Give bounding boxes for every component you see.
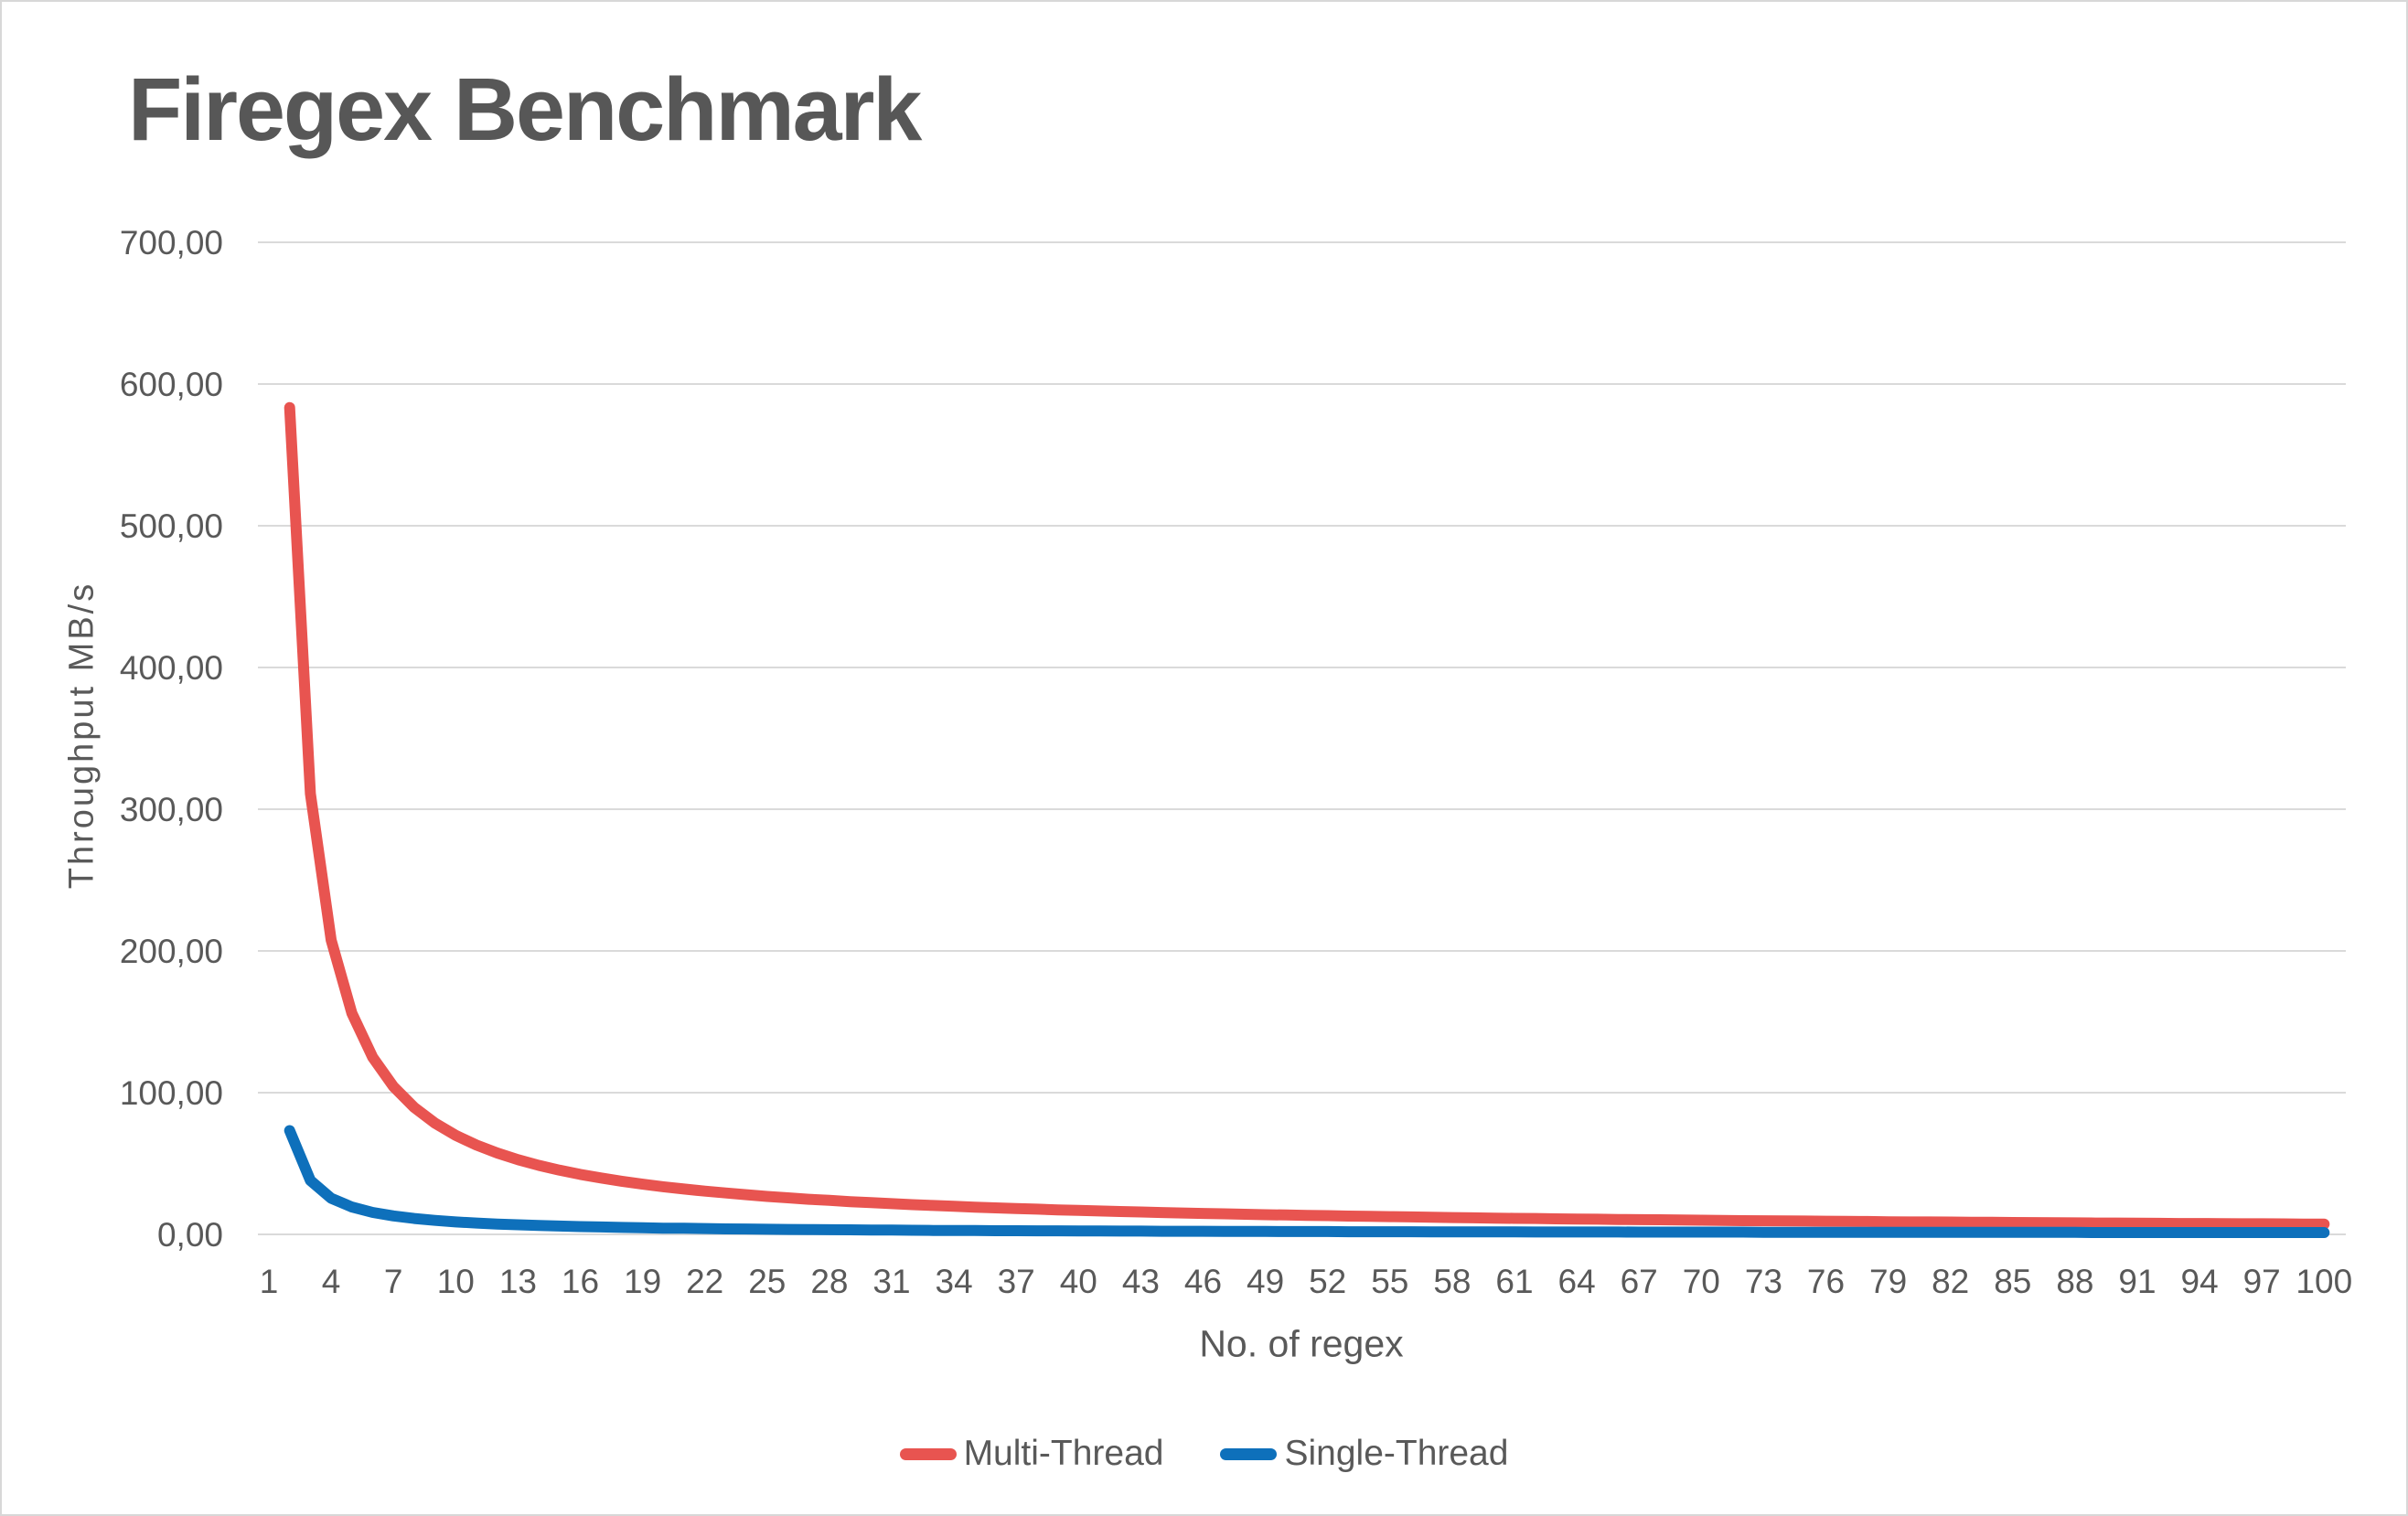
x-tick-label: 46 [1184, 1263, 1222, 1300]
x-tick-label: 55 [1371, 1263, 1408, 1300]
x-tick-label: 49 [1247, 1263, 1284, 1300]
y-tick-label: 0,00 [157, 1216, 223, 1254]
x-tick-label: 67 [1621, 1263, 1658, 1300]
x-tick-label: 34 [936, 1263, 973, 1300]
x-tick-label: 1 [260, 1263, 279, 1300]
x-tick-label: 19 [624, 1263, 661, 1300]
multi-thread-line-swatch [899, 1447, 957, 1460]
x-tick-label: 25 [748, 1263, 786, 1300]
x-tick-label: 28 [810, 1263, 848, 1300]
x-tick-label: 16 [562, 1263, 599, 1300]
x-tick-label: 4 [322, 1263, 341, 1300]
legend: Multi-Thread Single-Thread [2, 1434, 2406, 1474]
single-thread-line-swatch [1220, 1447, 1278, 1460]
x-axis-title: No. of regex [1199, 1322, 1404, 1365]
x-tick-label: 58 [1433, 1263, 1471, 1300]
x-tick-label: 37 [998, 1263, 1035, 1300]
y-tick-label: 400,00 [120, 649, 223, 687]
legend-item-single-thread: Single-Thread [1220, 1434, 1508, 1474]
x-tick-label: 70 [1683, 1263, 1720, 1300]
x-tick-label: 94 [2181, 1263, 2219, 1300]
x-tick-label: 97 [2243, 1263, 2281, 1300]
x-tick-label: 79 [1869, 1263, 1907, 1300]
y-tick-label: 300,00 [120, 791, 223, 828]
x-tick-label: 13 [499, 1263, 537, 1300]
x-tick-label: 100 [2296, 1263, 2352, 1300]
x-tick-label: 43 [1122, 1263, 1160, 1300]
x-tick-label: 61 [1495, 1263, 1533, 1300]
multi-thread-line [284, 401, 2330, 1230]
x-tick-label: 7 [384, 1263, 403, 1300]
single-thread-legend-label: Single-Thread [1284, 1434, 1509, 1473]
y-tick-label: 600,00 [120, 366, 223, 403]
x-tick-label: 85 [1994, 1263, 2031, 1300]
y-tick-label: 500,00 [120, 507, 223, 545]
y-tick-label: 200,00 [120, 933, 223, 970]
legend-item-multi-thread: Multi-Thread [899, 1434, 1164, 1474]
chart-title: Firegex Benchmark [128, 59, 922, 159]
y-tick-label: 100,00 [120, 1074, 223, 1112]
x-tick-label: 91 [2118, 1263, 2156, 1300]
x-tick-label: 73 [1745, 1263, 1782, 1300]
x-tick-label: 10 [437, 1263, 475, 1300]
x-tick-label: 52 [1309, 1263, 1346, 1300]
y-tick-label: 700,00 [120, 224, 223, 262]
single-thread-line [284, 1125, 2330, 1238]
x-tick-label: 22 [686, 1263, 723, 1300]
x-tick-label: 76 [1807, 1263, 1845, 1300]
x-tick-label: 64 [1558, 1263, 1596, 1300]
x-tick-label: 40 [1060, 1263, 1097, 1300]
x-tick-label: 82 [1932, 1263, 1969, 1300]
x-tick-label: 31 [872, 1263, 910, 1300]
x-tick-label: 88 [2056, 1263, 2093, 1300]
multi-thread-legend-label: Multi-Thread [963, 1434, 1164, 1473]
